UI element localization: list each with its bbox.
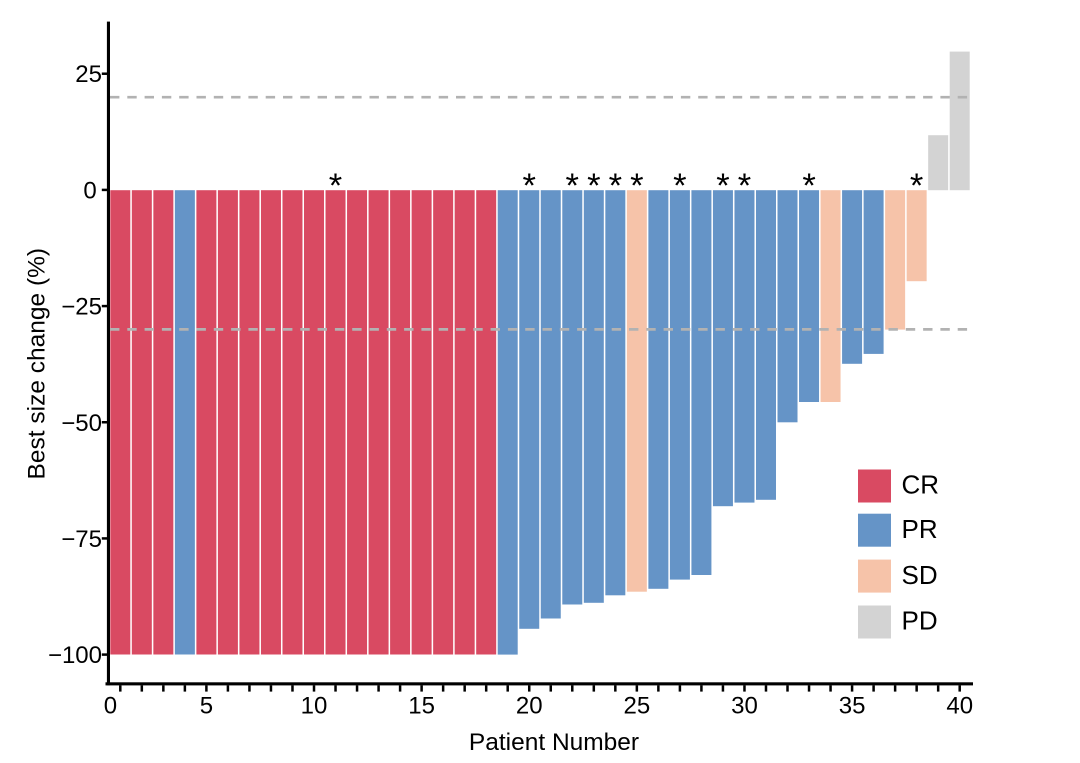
svg-text:5: 5: [200, 693, 213, 720]
svg-text:CR: CR: [902, 470, 940, 500]
svg-text:35: 35: [839, 693, 866, 720]
svg-text:PR: PR: [902, 514, 938, 544]
svg-text:*: *: [802, 167, 815, 205]
svg-text:0: 0: [104, 693, 117, 720]
svg-text:SD: SD: [902, 560, 938, 590]
svg-text:30: 30: [731, 693, 758, 720]
svg-text:*: *: [716, 167, 729, 205]
svg-text:25: 25: [75, 61, 102, 88]
svg-text:10: 10: [301, 693, 328, 720]
svg-text:*: *: [910, 167, 923, 205]
svg-text:Best size change (%): Best size change (%): [24, 248, 51, 480]
svg-text:Patient Number: Patient Number: [469, 729, 639, 756]
svg-text:*: *: [630, 167, 643, 205]
svg-text:0: 0: [83, 177, 96, 204]
svg-text:40: 40: [946, 693, 973, 720]
svg-text:20: 20: [516, 693, 543, 720]
svg-text:*: *: [673, 167, 686, 205]
svg-text:−50: −50: [61, 410, 102, 437]
svg-text:*: *: [329, 167, 342, 205]
svg-text:*: *: [523, 167, 536, 205]
svg-text:15: 15: [408, 693, 435, 720]
svg-text:−25: −25: [61, 294, 102, 321]
svg-text:*: *: [566, 167, 579, 205]
svg-text:PD: PD: [902, 606, 938, 636]
svg-text:25: 25: [623, 693, 650, 720]
svg-text:−75: −75: [61, 526, 102, 553]
svg-text:*: *: [587, 167, 600, 205]
svg-text:*: *: [738, 167, 751, 205]
svg-text:*: *: [609, 167, 622, 205]
svg-text:−100: −100: [48, 642, 102, 669]
